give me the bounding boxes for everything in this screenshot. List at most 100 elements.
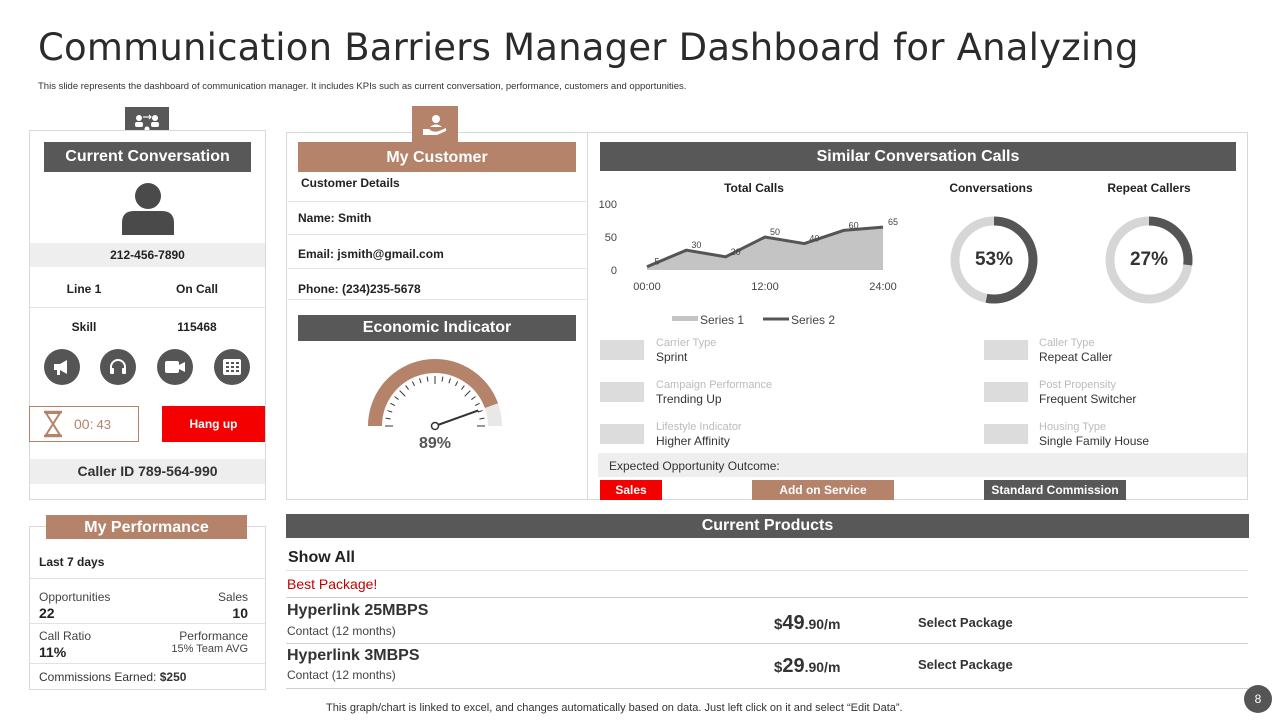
call-timer: 00: 43 [29,406,139,442]
y-tick-label: 0 [611,265,617,277]
keypad-icon [223,359,241,375]
product-term: Contact (12 months) [287,668,396,682]
timer-prefix: 00: [74,416,94,432]
divider [286,570,1248,571]
repeat-callers-value: 27% [1129,249,1169,270]
divider [288,299,586,300]
page-title: Communication Barriers Manager Dashboard… [38,26,1139,69]
product-row: Hyperlink 3MBPS Contact (12 months) $29.… [286,643,1248,688]
sales-outcome-button[interactable]: Sales [600,480,662,500]
price-rest: .90/m [804,659,841,675]
y-tick-label: 100 [599,199,617,211]
page-subtitle: This slide represents the dashboard of c… [38,81,687,92]
attribute-swatch [984,424,1028,444]
sales-value: 10 [232,605,248,621]
standard-commission-button[interactable]: Standard Commission [984,480,1126,500]
headset-button[interactable] [100,349,136,385]
hang-up-button[interactable]: Hang up [162,406,265,442]
x-tick-label: 12:00 [751,281,779,293]
divider [30,623,265,624]
outcome-label: Expected Opportunity Outcome: [609,459,780,473]
y-tick-label: 50 [605,232,617,244]
attribute-value: Trending Up [656,392,722,406]
attribute-swatch [600,382,644,402]
conversation-phone: 212-456-7890 [30,243,265,267]
megaphone-button[interactable] [44,349,80,385]
data-label: 30 [691,240,701,250]
x-tick-label: 00:00 [633,281,661,293]
repeat-callers-donut [1105,216,1193,304]
attribute-value: Sprint [656,350,688,364]
line-status: On Call [175,282,218,296]
call-ratio-label: Call Ratio [39,629,92,643]
customer-email: Email: jsmith@gmail.com [298,247,444,261]
divider [288,268,586,269]
data-label: 65 [888,217,898,227]
economic-gauge [368,359,502,431]
similar-calls-header: Similar Conversation Calls [600,142,1236,171]
line-label: Line 1 [66,282,102,296]
product-row: Hyperlink 25MBPS Contact (12 months) $49… [286,598,1248,643]
attribute-value: Repeat Caller [1039,350,1113,364]
attribute-value: Higher Affinity [656,434,730,448]
keypad-button[interactable] [214,349,250,385]
divider [286,688,1248,689]
my-customer-header: My Customer [298,142,576,172]
attribute-label: Campaign Performance [656,379,773,391]
user-avatar-icon [120,181,176,235]
commissions-value: $250 [159,670,187,684]
select-package-button[interactable]: Select Package [918,657,1013,672]
page-number: 8 [1244,685,1272,713]
gauge-ticks [385,376,485,427]
price-rest: .90/m [804,616,841,632]
x-tick-label: 24:00 [869,281,897,293]
conversations-title: Conversations [949,181,1033,195]
caller-id: Caller ID 789-564-990 [30,459,265,484]
price-currency: $ [774,659,783,676]
video-button[interactable] [157,349,193,385]
performance-label: Performance [179,629,248,643]
outcome-band [598,453,1247,477]
attribute-swatch [984,382,1028,402]
my-performance-panel [29,526,266,690]
conversations-donut-fill [950,216,1038,304]
hourglass-icon [44,410,62,438]
current-products-header: Current Products [286,514,1249,538]
add-on-service-button[interactable]: Add on Service [752,480,894,500]
skill-value: 115468 [177,320,217,334]
current-conversation-header: Current Conversation [44,142,251,172]
performance-value: 15% Team AVG [171,643,248,655]
divider [286,643,1248,644]
attribute-value: Single Family House [1039,434,1150,448]
my-performance-header: My Performance [46,515,247,539]
commissions: Commissions Earned: $250 [39,670,186,684]
conversations-donut [950,216,1038,304]
legend-series-1: Series 1 [700,313,744,327]
data-label: 5 [654,257,659,267]
divider [288,234,586,235]
attribute-swatch [600,424,644,444]
show-all-link[interactable]: Show All [288,549,355,566]
divider [30,307,265,308]
series-2-line [646,225,884,269]
hand-user-icon [423,115,446,135]
performance-period: Last 7 days [39,555,105,569]
panel-divider [587,133,588,499]
product-name: Hyperlink 3MBPS [287,647,420,664]
attribute-value: Frequent Switcher [1039,392,1137,406]
repeat-callers-title: Repeat Callers [1107,181,1191,195]
divider [30,578,265,579]
legend-swatch-series-1 [672,316,698,321]
data-label: 60 [849,220,859,230]
select-package-button[interactable]: Select Package [918,615,1013,630]
customer-details-label: Customer Details [301,176,400,190]
data-label: 20 [731,247,741,257]
total-calls-title: Total Calls [724,181,784,195]
gauge-needle [434,409,479,427]
customer-icon-tab [412,106,458,144]
opportunities-value: 22 [39,605,55,621]
attribute-label: Housing Type [1039,421,1107,433]
attribute-label: Post Propensity [1039,379,1117,391]
headset-icon [110,359,126,374]
divider [288,201,586,202]
